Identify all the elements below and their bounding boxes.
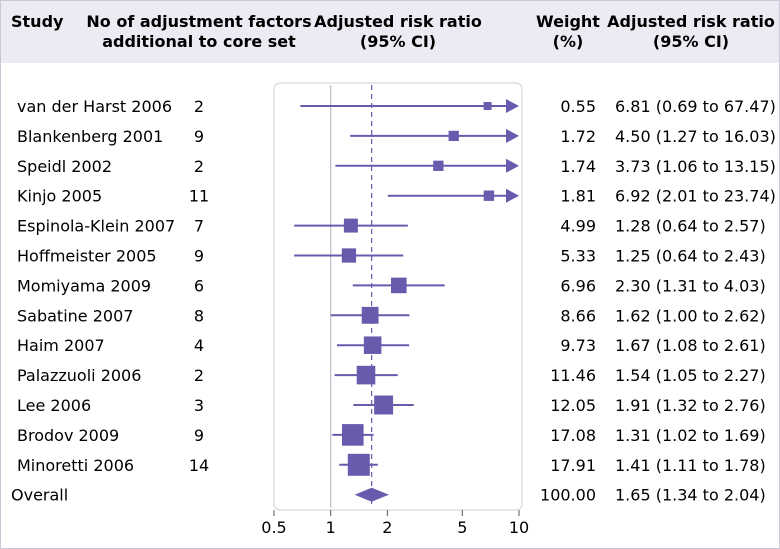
ci-text: 4.50 (1.27 to 16.03) xyxy=(615,127,776,146)
point-estimate xyxy=(391,277,407,294)
study-label: Speidl 2002 xyxy=(17,157,112,176)
ci-arrow xyxy=(506,188,519,203)
header-rr-text-line1: Adjusted risk ratio xyxy=(607,12,775,31)
factors-value: 14 xyxy=(189,456,209,475)
study-label: Palazzuoli 2006 xyxy=(17,366,141,385)
ci-text: 1.28 (0.64 to 2.57) xyxy=(615,217,766,236)
factors-value: 9 xyxy=(194,426,204,445)
study-label: Espinola-Klein 2007 xyxy=(17,217,175,236)
factors-value: 2 xyxy=(194,97,204,116)
weight-value: 1.74 xyxy=(560,157,596,176)
weight-value: 9.73 xyxy=(560,336,596,355)
ci-text: 6.92 (2.01 to 23.74) xyxy=(615,187,776,206)
study-label: Haim 2007 xyxy=(17,336,105,355)
overall-weight: 100.00 xyxy=(540,486,596,505)
ci-text: 1.25 (0.64 to 2.43) xyxy=(615,247,766,266)
point-estimate xyxy=(356,365,376,385)
factors-value: 8 xyxy=(194,306,204,325)
header-rr-text-line2: (95% CI) xyxy=(653,32,729,51)
study-label: Hoffmeister 2005 xyxy=(17,247,157,266)
study-label: Brodov 2009 xyxy=(17,426,119,445)
ci-text: 2.30 (1.31 to 4.03) xyxy=(615,276,766,295)
header-weight-line1: Weight xyxy=(536,12,600,31)
point-estimate xyxy=(433,160,444,171)
header-factors-line2: additional to core set xyxy=(102,32,296,51)
ci-text: 1.62 (1.00 to 2.62) xyxy=(615,306,766,325)
ci-arrow xyxy=(506,158,519,173)
point-estimate xyxy=(374,395,394,415)
weight-value: 17.91 xyxy=(550,456,596,475)
header-study: Study xyxy=(11,12,64,31)
point-estimate xyxy=(448,130,459,142)
study-label: van der Harst 2006 xyxy=(17,97,172,116)
point-estimate xyxy=(483,102,492,110)
study-label: Blankenberg 2001 xyxy=(17,127,163,146)
point-estimate xyxy=(343,218,358,233)
factors-value: 11 xyxy=(189,187,209,206)
point-estimate xyxy=(347,453,370,476)
x-tick-label: 1 xyxy=(326,518,336,537)
point-estimate xyxy=(341,248,357,263)
study-label: Kinjo 2005 xyxy=(17,187,102,206)
weight-value: 4.99 xyxy=(560,217,596,236)
point-estimate xyxy=(361,306,379,324)
header-band xyxy=(1,1,779,63)
ci-arrow xyxy=(506,128,519,143)
study-label: Sabatine 2007 xyxy=(17,306,133,325)
ci-text: 1.91 (1.32 to 2.76) xyxy=(615,396,766,415)
factors-value: 2 xyxy=(194,157,204,176)
header-weight-line2: (%) xyxy=(553,32,584,51)
ci-text: 1.54 (1.05 to 2.27) xyxy=(615,366,766,385)
weight-value: 1.72 xyxy=(560,127,596,146)
overall-ci-text: 1.65 (1.34 to 2.04) xyxy=(615,486,766,505)
overall-diamond xyxy=(354,487,389,502)
weight-value: 6.96 xyxy=(560,276,596,295)
weight-value: 8.66 xyxy=(560,306,596,325)
x-tick-label: 0.5 xyxy=(261,518,286,537)
weight-value: 1.81 xyxy=(560,187,596,206)
header-factors-line1: No of adjustment factors xyxy=(86,12,311,31)
weight-value: 12.05 xyxy=(550,396,596,415)
x-tick-label: 5 xyxy=(457,518,467,537)
weight-value: 17.08 xyxy=(550,426,596,445)
x-tick-label: 10 xyxy=(509,518,529,537)
study-label: Lee 2006 xyxy=(17,396,91,415)
point-estimate xyxy=(483,190,495,201)
factors-value: 7 xyxy=(194,217,204,236)
factors-value: 9 xyxy=(194,247,204,266)
factors-value: 3 xyxy=(194,396,204,415)
factors-value: 4 xyxy=(194,336,204,355)
header-rr-line2: (95% CI) xyxy=(360,32,436,51)
weight-value: 5.33 xyxy=(560,247,596,266)
factors-value: 9 xyxy=(194,127,204,146)
x-tick-label: 2 xyxy=(382,518,392,537)
ci-text: 1.41 (1.11 to 1.78) xyxy=(615,456,766,475)
weight-value: 0.55 xyxy=(560,97,596,116)
header-rr-line1: Adjusted risk ratio xyxy=(314,12,482,31)
ci-text: 1.31 (1.02 to 1.69) xyxy=(615,426,766,445)
study-label: Momiyama 2009 xyxy=(17,276,151,295)
ci-text: 3.73 (1.06 to 13.15) xyxy=(615,157,776,176)
plot-panel xyxy=(273,82,523,511)
overall-label: Overall xyxy=(11,486,68,505)
ci-text: 1.67 (1.08 to 2.61) xyxy=(615,336,766,355)
factors-value: 6 xyxy=(194,276,204,295)
factors-value: 2 xyxy=(194,366,204,385)
study-label: Minoretti 2006 xyxy=(17,456,134,475)
point-estimate xyxy=(363,336,382,354)
point-estimate xyxy=(341,424,364,446)
ci-arrow xyxy=(506,99,519,113)
ci-text: 6.81 (0.69 to 67.47) xyxy=(615,97,776,116)
weight-value: 11.46 xyxy=(550,366,596,385)
